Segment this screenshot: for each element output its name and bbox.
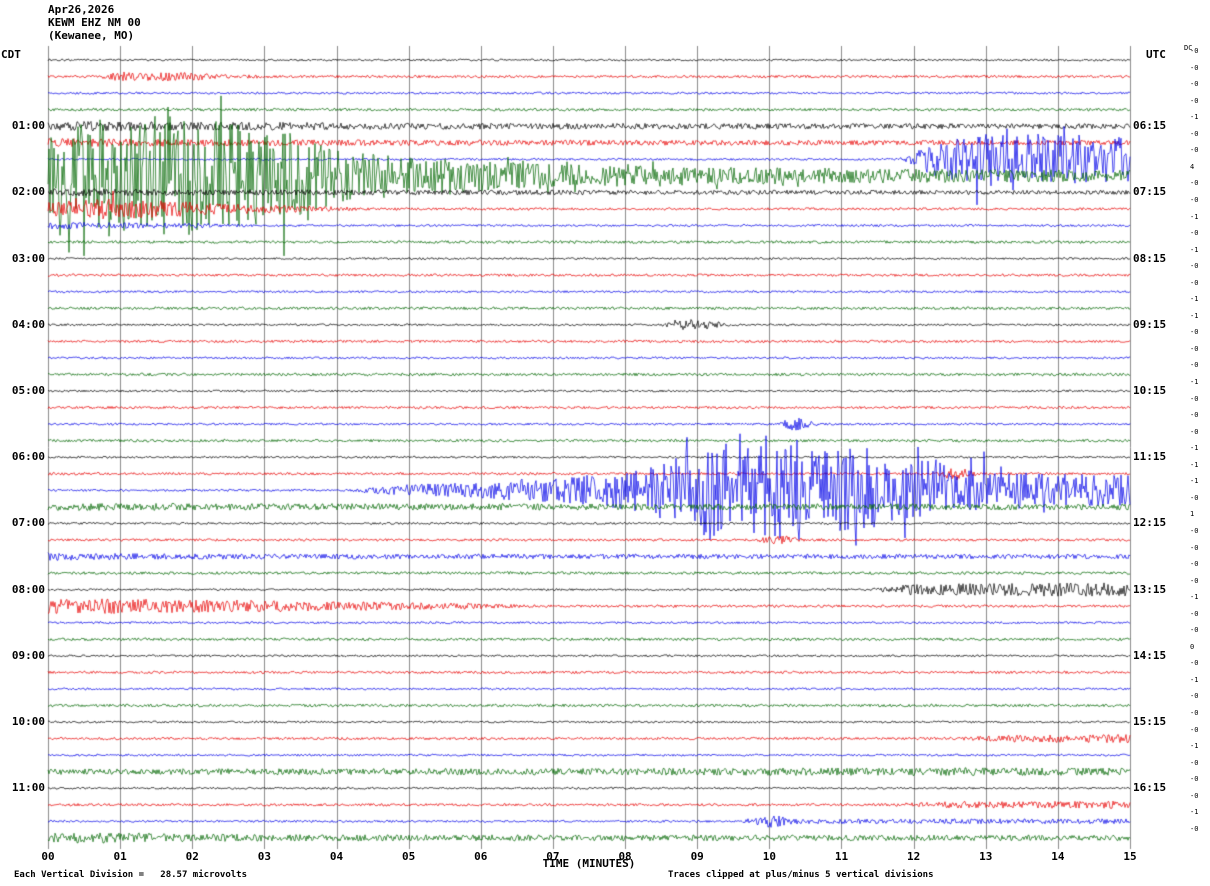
dc-value: -0 (1190, 692, 1199, 701)
right-hour-label: 07:15 (1133, 185, 1167, 199)
left-hour-label: 07:00 (11, 516, 45, 530)
left-hour-label: 05:00 (11, 384, 45, 397)
right-hour-label: 06:15 (1133, 119, 1167, 133)
x-tick-label: 08 (618, 850, 632, 863)
left-hour-label: 04:00 (11, 317, 45, 331)
dc-value: 4 (1190, 162, 1195, 171)
dc-column-header: DC (1184, 44, 1193, 52)
dc-value: -1 (1190, 477, 1199, 486)
header-station: KEWM EHZ NM 00 (48, 16, 141, 29)
dc-value: -0 (1190, 626, 1199, 635)
footer-clip-note: Traces clipped at plus/minus 5 vertical … (668, 870, 934, 880)
dc-value: -0 (1190, 129, 1199, 138)
left-hour-label: 10:00 (11, 715, 45, 728)
dc-value: -0 (1190, 576, 1199, 585)
right-hour-label: 11:15 (1133, 450, 1167, 464)
x-tick-label: 06 (474, 850, 488, 863)
plot-header: Apr26,2026 KEWM EHZ NM 00 (Kewanee, MO) (48, 3, 141, 42)
footer-scale-note: Each Vertical Division = 28.57 microvolt… (14, 870, 247, 880)
dc-value: -0 (1190, 80, 1199, 89)
dc-value: -0 (1190, 361, 1199, 370)
right-hour-label: 12:15 (1133, 516, 1167, 530)
header-location: (Kewanee, MO) (48, 29, 135, 42)
dc-value: -0 (1190, 411, 1199, 420)
right-hour-label: 13:15 (1133, 582, 1167, 596)
x-tick-label: 05 (402, 850, 416, 863)
dc-value: -0 (1190, 47, 1199, 55)
dc-value: -0 (1190, 526, 1199, 535)
x-tick-label: 15 (1123, 850, 1137, 863)
dc-value: -1 (1190, 675, 1199, 684)
dc-value: -0 (1190, 146, 1199, 155)
left-hour-label: 01:00 (11, 119, 45, 133)
left-hour-label: 09:00 (11, 648, 45, 662)
dc-value: -1 (1190, 378, 1199, 386)
x-tick-label: 07 (546, 850, 560, 863)
dc-value: -0 (1190, 344, 1199, 353)
dc-value: -0 (1190, 63, 1199, 72)
right-hour-label: 14:15 (1133, 648, 1167, 662)
dc-value: -0 (1190, 179, 1199, 188)
dc-value: -1 (1190, 808, 1199, 817)
right-hour-label: 15:15 (1133, 715, 1167, 728)
dc-value: -1 (1190, 460, 1199, 469)
dc-value: -0 (1190, 775, 1199, 784)
dc-value: -0 (1190, 96, 1199, 105)
left-hour-label: 08:00 (11, 582, 45, 596)
header-date: Apr26,2026 (48, 3, 115, 16)
dc-value: -0 (1190, 709, 1199, 717)
dc-value: -0 (1190, 791, 1199, 800)
x-tick-label: 09 (690, 850, 704, 863)
left-timezone-label: CDT (1, 48, 21, 61)
dc-value: -0 (1190, 493, 1199, 502)
left-hour-label: 02:00 (11, 185, 45, 199)
right-timezone-label: UTC (1146, 48, 1166, 61)
dc-value: -1 (1190, 742, 1199, 751)
dc-value: -0 (1190, 659, 1199, 668)
dc-value: -0 (1190, 758, 1199, 767)
dc-value: -0 (1190, 328, 1199, 337)
dc-value: -0 (1190, 278, 1199, 287)
dc-value: -0 (1190, 560, 1199, 569)
dc-value: -0 (1190, 195, 1199, 204)
dc-value: -0 (1190, 394, 1199, 403)
right-hour-label: 09:15 (1133, 317, 1167, 331)
x-tick-label: 11 (834, 850, 849, 863)
x-tick-label: 10 (762, 850, 776, 863)
dc-value: -1 (1190, 113, 1199, 122)
left-hour-label: 03:00 (11, 251, 45, 265)
dc-value: -1 (1190, 311, 1199, 320)
x-axis-title: TIME (MINUTES) (542, 857, 636, 870)
x-tick-label: 13 (979, 850, 993, 863)
dc-value: -0 (1190, 427, 1199, 436)
dc-value: 0 (1190, 642, 1195, 651)
dc-value: -1 (1190, 245, 1199, 254)
dc-value: 1 (1190, 510, 1195, 519)
x-tick-label: 00 (41, 850, 55, 863)
right-hour-label: 16:15 (1133, 781, 1167, 795)
x-tick-label: 02 (185, 850, 199, 863)
dc-value: -0 (1190, 262, 1199, 271)
x-tick-label: 04 (329, 850, 344, 863)
dc-value: -0 (1190, 609, 1199, 618)
dc-value: -0 (1190, 543, 1199, 552)
dc-value: -1 (1190, 295, 1199, 304)
dc-value: -1 (1190, 212, 1199, 221)
dc-value: -0 (1190, 725, 1199, 734)
dc-value: -0 (1190, 824, 1199, 833)
left-hour-label: 06:00 (11, 450, 45, 464)
left-hour-label: 11:00 (11, 781, 45, 795)
dc-value: -0 (1190, 229, 1199, 238)
right-hour-label: 10:15 (1133, 384, 1167, 397)
dc-value: -1 (1190, 593, 1199, 602)
right-hour-label: 08:15 (1133, 251, 1167, 265)
x-tick-label: 12 (906, 850, 921, 863)
x-tick-label: 03 (257, 850, 272, 863)
x-tick-label: 01 (113, 850, 127, 863)
x-tick-label: 14 (1051, 850, 1065, 863)
dc-value: -1 (1190, 444, 1199, 453)
